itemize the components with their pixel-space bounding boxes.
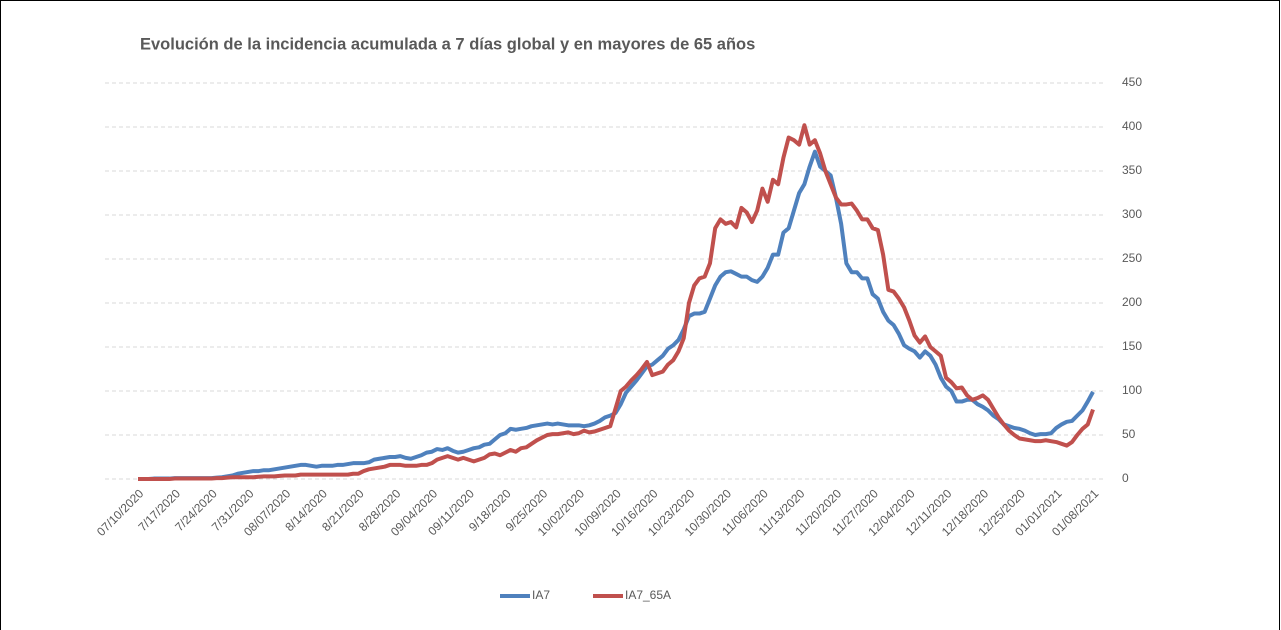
legend-label: IA7_65A [625,588,671,602]
y-tick-label: 450 [1122,75,1142,89]
y-tick-label: 250 [1122,251,1142,265]
y-tick-label: 0 [1122,471,1129,485]
y-tick-label: 400 [1122,119,1142,133]
y-tick-label: 200 [1122,295,1142,309]
y-tick-label: 350 [1122,163,1142,177]
series-line [138,123,1095,481]
y-tick-label: 50 [1122,427,1136,441]
legend-label: IA7 [532,588,550,602]
chart-title: Evolución de la incidencia acumulada a 7… [140,35,755,53]
y-tick-label: 300 [1122,207,1142,221]
y-tick-label: 100 [1122,383,1142,397]
y-tick-label: 150 [1122,339,1142,353]
